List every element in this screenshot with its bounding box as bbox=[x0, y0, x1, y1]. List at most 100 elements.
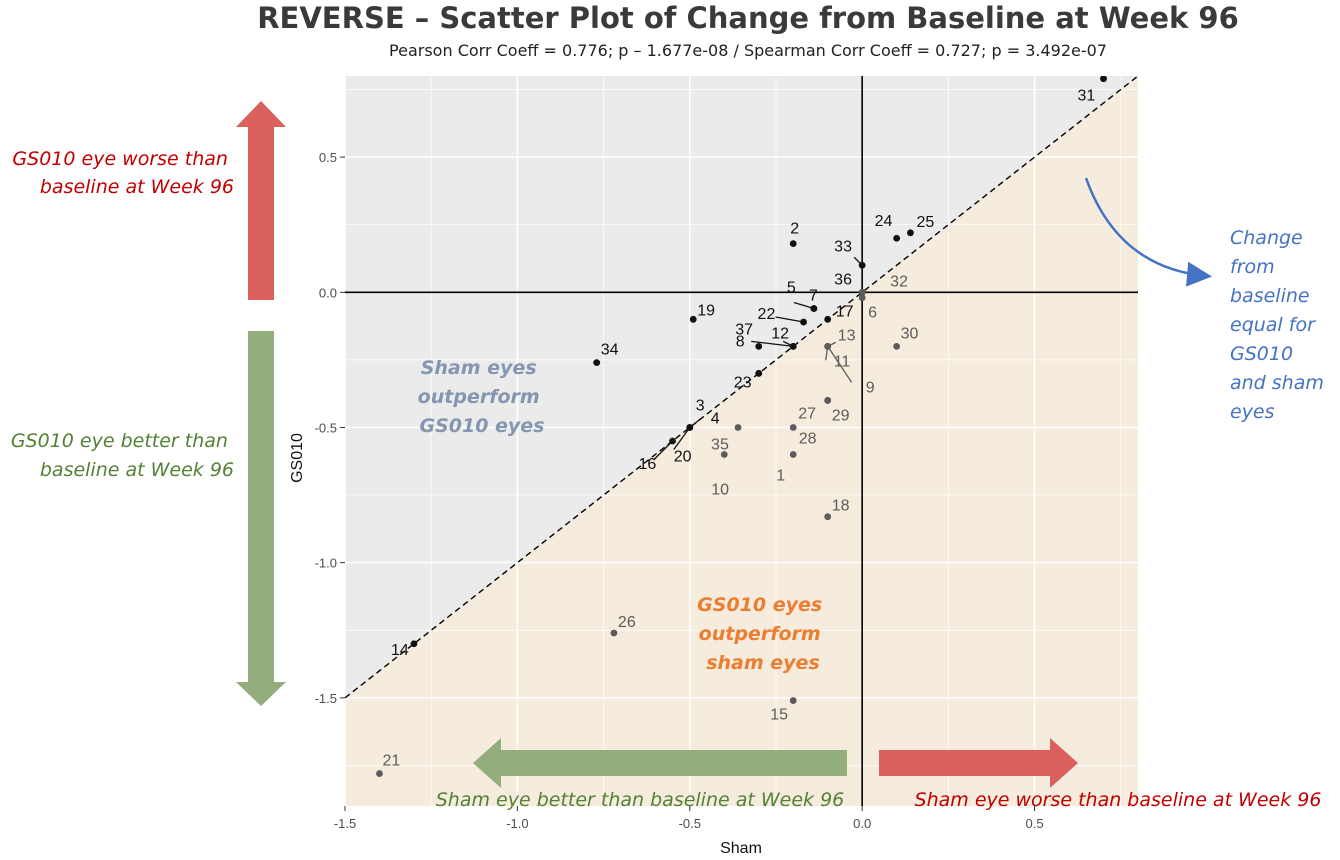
point-21 bbox=[376, 770, 383, 777]
data-points bbox=[376, 76, 1107, 777]
point-label-19: 19 bbox=[697, 302, 715, 319]
red-right-arrow bbox=[879, 738, 1078, 788]
point-label-28: 28 bbox=[799, 430, 817, 447]
x-tick-label: -1.0 bbox=[506, 816, 528, 831]
point-label-17: 17 bbox=[836, 303, 854, 320]
point-6 bbox=[858, 294, 866, 302]
annotation-equal-change: Change from baseline equal for GS010 and… bbox=[1230, 227, 1330, 423]
point-30 bbox=[893, 342, 901, 350]
point-29 bbox=[824, 397, 832, 404]
leader-line bbox=[793, 301, 815, 310]
point-10 bbox=[720, 451, 728, 458]
point-label-18: 18 bbox=[832, 498, 850, 515]
point-label-11: 11 bbox=[834, 353, 851, 370]
point-label-13: 13 bbox=[838, 327, 856, 344]
annotation-sham-better: Sham eye better than baseline at Week 96 bbox=[436, 789, 845, 811]
point-27 bbox=[789, 424, 797, 431]
annotation-sham-outperform: Sham eyes outperform GS010 eyes bbox=[418, 357, 547, 437]
point-25 bbox=[907, 229, 914, 237]
point-label-9: 9 bbox=[866, 379, 875, 396]
annotation-gs010-better: GS010 eye better than baseline at Week 9… bbox=[11, 430, 234, 481]
red-up-arrow bbox=[236, 101, 286, 300]
point-label-30: 30 bbox=[901, 325, 919, 342]
leader-line bbox=[673, 427, 691, 450]
point-label-14: 14 bbox=[391, 642, 409, 659]
point-label-1: 1 bbox=[776, 468, 785, 485]
point-26 bbox=[610, 629, 618, 637]
chart-subtitle: Pearson Corr Coeff = 0.776; p – 1.677e-0… bbox=[389, 41, 1107, 60]
point-label-33: 33 bbox=[834, 238, 852, 255]
point-label-32: 32 bbox=[890, 273, 908, 290]
point-14 bbox=[410, 640, 418, 648]
point-label-7: 7 bbox=[809, 288, 818, 305]
y-tick-label: -1.5 bbox=[315, 691, 337, 706]
point-33 bbox=[858, 261, 866, 269]
point-8 bbox=[755, 342, 763, 350]
point-label-27: 27 bbox=[798, 405, 816, 422]
point-2 bbox=[789, 240, 797, 248]
point-17 bbox=[824, 315, 832, 323]
point-label-31: 31 bbox=[1078, 88, 1096, 105]
leader-line bbox=[827, 346, 853, 383]
point-label-21: 21 bbox=[382, 753, 400, 770]
point-label-26: 26 bbox=[618, 614, 636, 631]
leader-line bbox=[775, 316, 804, 323]
point-31 bbox=[1100, 76, 1107, 83]
y-tick-label: 0.0 bbox=[319, 285, 337, 300]
point-18 bbox=[824, 513, 832, 521]
point-label-3: 3 bbox=[696, 397, 705, 414]
point-16 bbox=[669, 437, 676, 445]
point-35 bbox=[734, 424, 742, 431]
x-tick-label: -0.5 bbox=[679, 816, 701, 831]
point-label-8: 8 bbox=[736, 333, 745, 350]
point-label-37: 37 bbox=[735, 321, 753, 338]
annotation-gs010-outperform: GS010 eyes outperform sham eyes bbox=[697, 594, 829, 674]
leader-line bbox=[751, 340, 794, 348]
point-24 bbox=[893, 234, 901, 242]
annotation-gs010-worse: GS010 eye worse than baseline at Week 96 bbox=[12, 148, 234, 198]
point-15 bbox=[789, 697, 797, 704]
point-label-12: 12 bbox=[771, 325, 789, 342]
annotation-sham-worse: Sham eye worse than baseline at Week 96 bbox=[915, 789, 1322, 811]
point-label-22: 22 bbox=[758, 306, 776, 323]
y-tick-label: -1.0 bbox=[315, 556, 337, 571]
point-label-34: 34 bbox=[601, 342, 619, 359]
point-label-6: 6 bbox=[868, 305, 877, 322]
point-19 bbox=[689, 315, 697, 323]
point-9 bbox=[824, 342, 832, 350]
point-label-16: 16 bbox=[639, 456, 657, 473]
x-tick-label: 0.0 bbox=[853, 816, 871, 831]
point-label-5: 5 bbox=[787, 280, 796, 297]
point-label-10: 10 bbox=[711, 482, 729, 499]
point-label-29: 29 bbox=[832, 407, 850, 424]
point-12 bbox=[789, 342, 797, 350]
y-tick-label: 0.5 bbox=[319, 150, 337, 165]
point-32 bbox=[858, 288, 866, 296]
chart-title: REVERSE – Scatter Plot of Change from Ba… bbox=[257, 1, 1239, 35]
point-label-25: 25 bbox=[916, 214, 934, 231]
point-label-2: 2 bbox=[790, 221, 799, 238]
point-label-4: 4 bbox=[711, 410, 720, 427]
y-axis-ticks: -1.5 -1.0 -0.5 0.0 0.5 bbox=[315, 150, 345, 706]
x-axis-ticks: -1.5 -1.0 -0.5 0.0 0.5 bbox=[334, 806, 1044, 831]
point-label-35: 35 bbox=[711, 436, 729, 453]
x-tick-label: -1.5 bbox=[334, 816, 356, 831]
gs010-outperform-region bbox=[345, 76, 1138, 806]
y-tick-label: -0.5 bbox=[315, 420, 337, 435]
x-axis-label: Sham bbox=[720, 840, 762, 857]
point-7 bbox=[810, 305, 818, 312]
x-tick-label: 0.5 bbox=[1026, 816, 1044, 831]
identity-dashed-line bbox=[345, 76, 1138, 699]
green-down-arrow bbox=[236, 331, 286, 706]
y-axis-label: GS010 bbox=[289, 433, 306, 483]
point-label-36: 36 bbox=[834, 271, 852, 288]
point-34 bbox=[593, 359, 601, 366]
leader-line bbox=[654, 440, 674, 460]
point-label-15: 15 bbox=[770, 707, 788, 724]
point-label-24: 24 bbox=[875, 213, 893, 230]
point-20 bbox=[686, 424, 694, 431]
point-22 bbox=[800, 318, 807, 326]
point-label-20: 20 bbox=[674, 448, 692, 465]
